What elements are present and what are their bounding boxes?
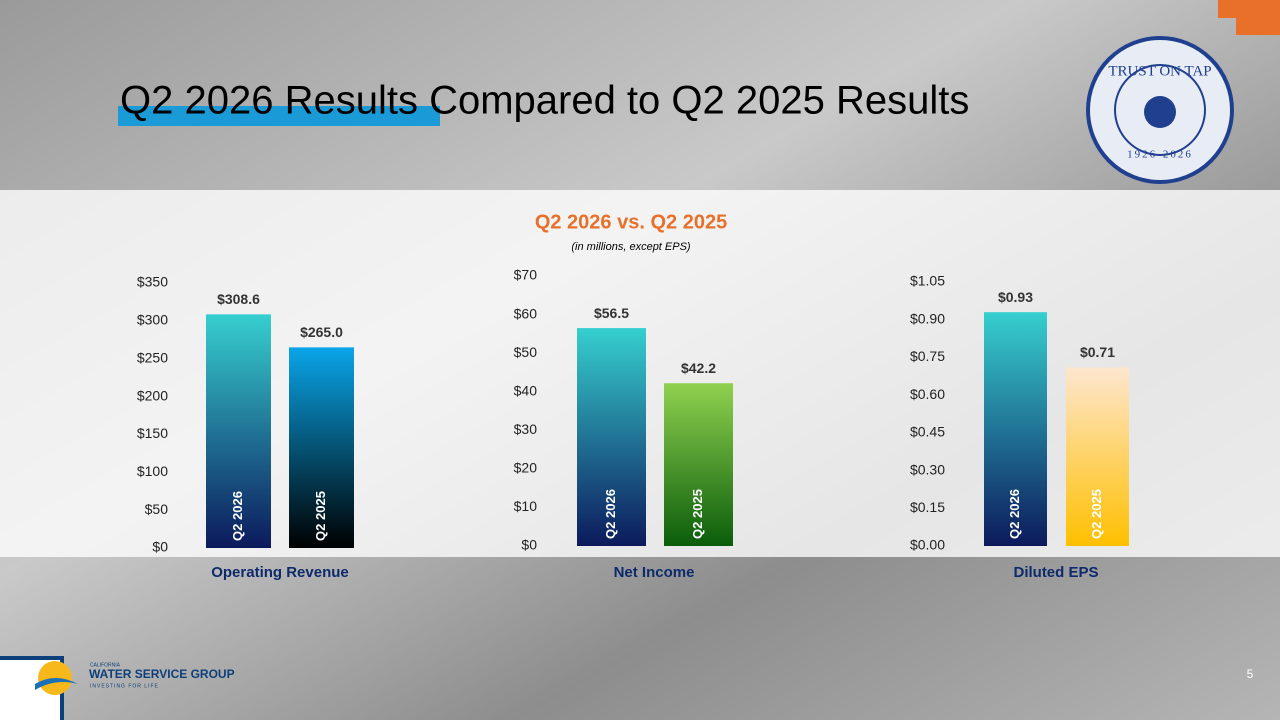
y-tick-label: $0	[152, 539, 168, 555]
value-label: $308.6	[217, 291, 260, 307]
y-tick-label: $350	[137, 274, 168, 290]
tagline: INVESTING FOR LIFE	[90, 683, 159, 689]
category-label: Q2 2026	[603, 489, 618, 539]
y-tick-label: $0.45	[910, 424, 945, 440]
y-tick-label: $0.15	[910, 499, 945, 515]
bar	[206, 314, 271, 548]
category-label: Q2 2025	[1089, 489, 1104, 539]
y-tick-label: $10	[514, 498, 538, 514]
brand-top: CALIFORNIA	[90, 662, 121, 668]
logo-sun	[38, 661, 72, 695]
y-tick-label: $1.05	[910, 273, 945, 289]
y-tick-label: $40	[514, 382, 538, 398]
bar	[664, 383, 733, 546]
seal-inner	[1114, 64, 1206, 156]
x-axis-label: Net Income	[614, 564, 695, 581]
y-tick-label: $50	[145, 501, 169, 517]
category-label: Q2 2025	[690, 489, 705, 539]
y-tick-label: $0.90	[910, 310, 945, 326]
value-label: $42.2	[681, 360, 716, 376]
bar	[577, 328, 646, 546]
y-tick-label: $30	[514, 421, 538, 437]
y-tick-label: $0.60	[910, 386, 945, 402]
logo-wave	[35, 678, 78, 690]
y-tick-label: $250	[137, 349, 168, 365]
value-label: $0.71	[1080, 344, 1115, 360]
value-label: $0.93	[998, 289, 1033, 305]
category-label: Q2 2026	[1007, 489, 1022, 539]
y-tick-label: $100	[137, 463, 168, 479]
y-tick-label: $300	[137, 312, 168, 328]
y-tick-label: $60	[514, 305, 538, 321]
bar	[984, 312, 1047, 546]
value-label: $56.5	[594, 305, 629, 321]
slide-title: Q2 2026 Results Compared to Q2 2025 Resu…	[120, 79, 969, 123]
value-label: $265.0	[300, 324, 343, 340]
category-label: Q2 2026	[230, 491, 245, 541]
panel-subtitle: (in millions, except EPS)	[571, 241, 691, 253]
seal-text: TRUST ON TAP	[1108, 63, 1211, 79]
category-label: Q2 2025	[313, 491, 328, 541]
seal: TRUST ON TAP 1926-2026	[1086, 36, 1234, 184]
brand: WATER SERVICE GROUP	[89, 667, 235, 681]
y-tick-label: $20	[514, 460, 538, 476]
bar	[1066, 367, 1129, 546]
seal-sun	[1144, 96, 1176, 128]
seal-years: 1926-2026	[1127, 149, 1193, 161]
corner-accent	[1218, 0, 1280, 35]
page-number: 5	[1247, 667, 1254, 681]
x-axis-label: Diluted EPS	[1013, 564, 1098, 581]
y-tick-label: $0.30	[910, 461, 945, 477]
y-tick-label: $50	[514, 344, 538, 360]
y-tick-label: $0.00	[910, 537, 945, 553]
title-highlight	[118, 106, 440, 126]
y-tick-label: $150	[137, 425, 168, 441]
y-tick-label: $200	[137, 387, 168, 403]
y-tick-label: $70	[514, 267, 538, 283]
bar	[289, 347, 354, 548]
y-tick-label: $0	[521, 537, 537, 553]
panel-title: Q2 2026 vs. Q2 2025	[535, 211, 727, 233]
y-tick-label: $0.75	[910, 348, 945, 364]
x-axis-label: Operating Revenue	[211, 564, 349, 581]
